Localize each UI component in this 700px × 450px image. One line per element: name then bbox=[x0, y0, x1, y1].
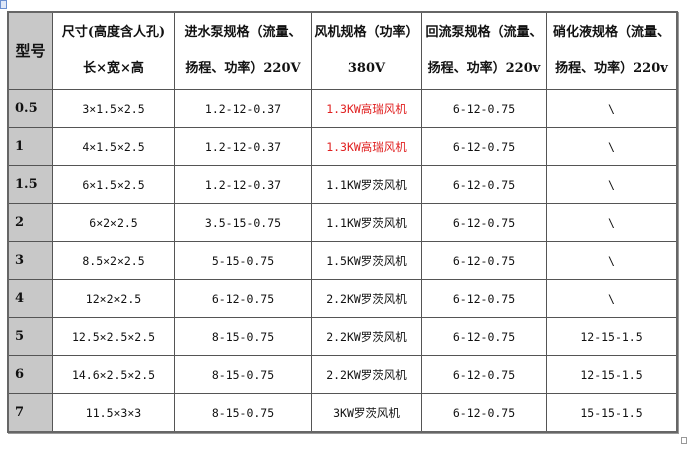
cell-inlet-pump: 1.2-12-0.37 bbox=[174, 89, 312, 128]
header-blower-line2: 380V bbox=[347, 61, 386, 76]
cell-model: 4 bbox=[7, 279, 53, 318]
cell-return-pump: 6-12-0.75 bbox=[421, 165, 547, 204]
header-inlet-line2: 扬程、功率）220V bbox=[185, 61, 301, 76]
cell-inlet-pump: 3.5-15-0.75 bbox=[174, 203, 312, 242]
cell-blower: 2.2KW罗茨风机 bbox=[311, 317, 422, 356]
cell-blower: 1.1KW罗茨风机 bbox=[311, 203, 422, 242]
cell-model: 2 bbox=[7, 203, 53, 242]
cell-inlet-pump: 8-15-0.75 bbox=[174, 355, 312, 394]
header-size-line1: 尺寸(高度含人孔) bbox=[61, 25, 166, 40]
header-return-line1: 回流泵规格（流量、 bbox=[425, 25, 543, 40]
header-model: 型号 bbox=[7, 11, 53, 90]
cell-return-pump: 6-12-0.75 bbox=[421, 89, 547, 128]
header-size-line2: 长×宽×高 bbox=[83, 61, 144, 76]
cell-size: 12.5×2.5×2.5 bbox=[52, 317, 175, 356]
cell-return-pump: 6-12-0.75 bbox=[421, 279, 547, 318]
cell-return-pump: 6-12-0.75 bbox=[421, 355, 547, 394]
cell-return-pump: 6-12-0.75 bbox=[421, 127, 547, 166]
cell-size: 8.5×2×2.5 bbox=[52, 241, 175, 280]
cell-nitrate: \ bbox=[546, 89, 678, 128]
cell-size: 11.5×3×3 bbox=[52, 393, 175, 433]
header-nitrate: 硝化液规格（流量、 扬程、功率）220v bbox=[546, 11, 678, 90]
cell-size: 3×1.5×2.5 bbox=[52, 89, 175, 128]
header-blower-line1: 风机规格（功率） bbox=[314, 25, 419, 40]
table-anchor-icon[interactable] bbox=[0, 0, 7, 9]
cell-blower: 2.2KW罗茨风机 bbox=[311, 355, 422, 394]
cell-model: 5 bbox=[7, 317, 53, 356]
cell-inlet-pump: 5-15-0.75 bbox=[174, 241, 312, 280]
cell-model: 7 bbox=[7, 393, 53, 433]
cell-nitrate: \ bbox=[546, 203, 678, 242]
table-row: 1 4×1.5×2.5 1.2-12-0.37 1.3KW高瑞风机 6-12-0.75 \ bbox=[7, 127, 678, 166]
cell-nitrate: 12-15-1.5 bbox=[546, 355, 678, 394]
cell-nitrate: \ bbox=[546, 279, 678, 318]
cell-return-pump: 6-12-0.75 bbox=[421, 203, 547, 242]
table-row: 3 8.5×2×2.5 5-15-0.75 1.5KW罗茨风机 6-12-0.75 \ bbox=[7, 241, 678, 280]
header-return-pump: 回流泵规格（流量、 扬程、功率）220v bbox=[421, 11, 547, 90]
cell-model: 0.5 bbox=[7, 89, 53, 128]
cell-blower: 1.1KW罗茨风机 bbox=[311, 165, 422, 204]
table-row: 1.5 6×1.5×2.5 1.2-12-0.37 1.1KW罗茨风机 6-12-0.7… bbox=[7, 165, 678, 204]
cell-inlet-pump: 1.2-12-0.37 bbox=[174, 127, 312, 166]
cell-nitrate: \ bbox=[546, 241, 678, 280]
table-row: 5 12.5×2.5×2.5 8-15-0.75 2.2KW罗茨风机 6-12-0.75… bbox=[7, 317, 678, 356]
cell-inlet-pump: 8-15-0.75 bbox=[174, 317, 312, 356]
table-row: 0.5 3×1.5×2.5 1.2-12-0.37 1.3KW高瑞风机 6-12-0.7… bbox=[7, 89, 678, 128]
cell-nitrate: 12-15-1.5 bbox=[546, 317, 678, 356]
cell-size: 4×1.5×2.5 bbox=[52, 127, 175, 166]
header-inlet-pump: 进水泵规格（流量、 扬程、功率）220V bbox=[174, 11, 312, 90]
header-return-line2: 扬程、功率）220v bbox=[427, 61, 541, 76]
spec-table: 型号 尺寸(高度含人孔) 长×宽×高 进水泵规格（流量、 扬程、功率）220V 风机… bbox=[7, 11, 678, 433]
cell-blower: 3KW罗茨风机 bbox=[311, 393, 422, 433]
cell-nitrate: \ bbox=[546, 127, 678, 166]
cell-nitrate: 15-15-1.5 bbox=[546, 393, 678, 433]
cell-size: 6×1.5×2.5 bbox=[52, 165, 175, 204]
cell-size: 14.6×2.5×2.5 bbox=[52, 355, 175, 394]
cell-blower: 1.5KW罗茨风机 bbox=[311, 241, 422, 280]
cell-nitrate: \ bbox=[546, 165, 678, 204]
cell-return-pump: 6-12-0.75 bbox=[421, 317, 547, 356]
cell-model: 6 bbox=[7, 355, 53, 394]
cell-return-pump: 6-12-0.75 bbox=[421, 393, 547, 433]
header-nitrate-line2: 扬程、功率）220v bbox=[555, 61, 668, 76]
cell-size: 6×2×2.5 bbox=[52, 203, 175, 242]
cell-size: 12×2×2.5 bbox=[52, 279, 175, 318]
cell-inlet-pump: 6-12-0.75 bbox=[174, 279, 312, 318]
cell-inlet-pump: 1.2-12-0.37 bbox=[174, 165, 312, 204]
cell-return-pump: 6-12-0.75 bbox=[421, 241, 547, 280]
cell-inlet-pump: 8-15-0.75 bbox=[174, 393, 312, 433]
table-row: 4 12×2×2.5 6-12-0.75 2.2KW罗茨风机 6-12-0.75 \ bbox=[7, 279, 678, 318]
cell-model: 1.5 bbox=[7, 165, 53, 204]
table-row: 6 14.6×2.5×2.5 8-15-0.75 2.2KW罗茨风机 6-12-0.75… bbox=[7, 355, 678, 394]
cell-blower: 2.2KW罗茨风机 bbox=[311, 279, 422, 318]
cell-blower: 1.3KW高瑞风机 bbox=[311, 89, 422, 128]
header-blower: 风机规格（功率） 380V bbox=[311, 11, 422, 90]
cell-model: 3 bbox=[7, 241, 53, 280]
cell-model: 1 bbox=[7, 127, 53, 166]
header-nitrate-line1: 硝化液规格（流量、 bbox=[552, 25, 670, 40]
table-resize-handle[interactable] bbox=[681, 437, 687, 444]
table-row: 7 11.5×3×3 8-15-0.75 3KW罗茨风机 6-12-0.75 15-15-… bbox=[7, 393, 678, 433]
cell-blower: 1.3KW高瑞风机 bbox=[311, 127, 422, 166]
header-inlet-line1: 进水泵规格（流量、 bbox=[184, 25, 302, 40]
header-row: 型号 尺寸(高度含人孔) 长×宽×高 进水泵规格（流量、 扬程、功率）220V 风机… bbox=[7, 11, 678, 90]
table-row: 2 6×2×2.5 3.5-15-0.75 1.1KW罗茨风机 6-12-0.75 \ bbox=[7, 203, 678, 242]
header-size: 尺寸(高度含人孔) 长×宽×高 bbox=[52, 11, 175, 90]
